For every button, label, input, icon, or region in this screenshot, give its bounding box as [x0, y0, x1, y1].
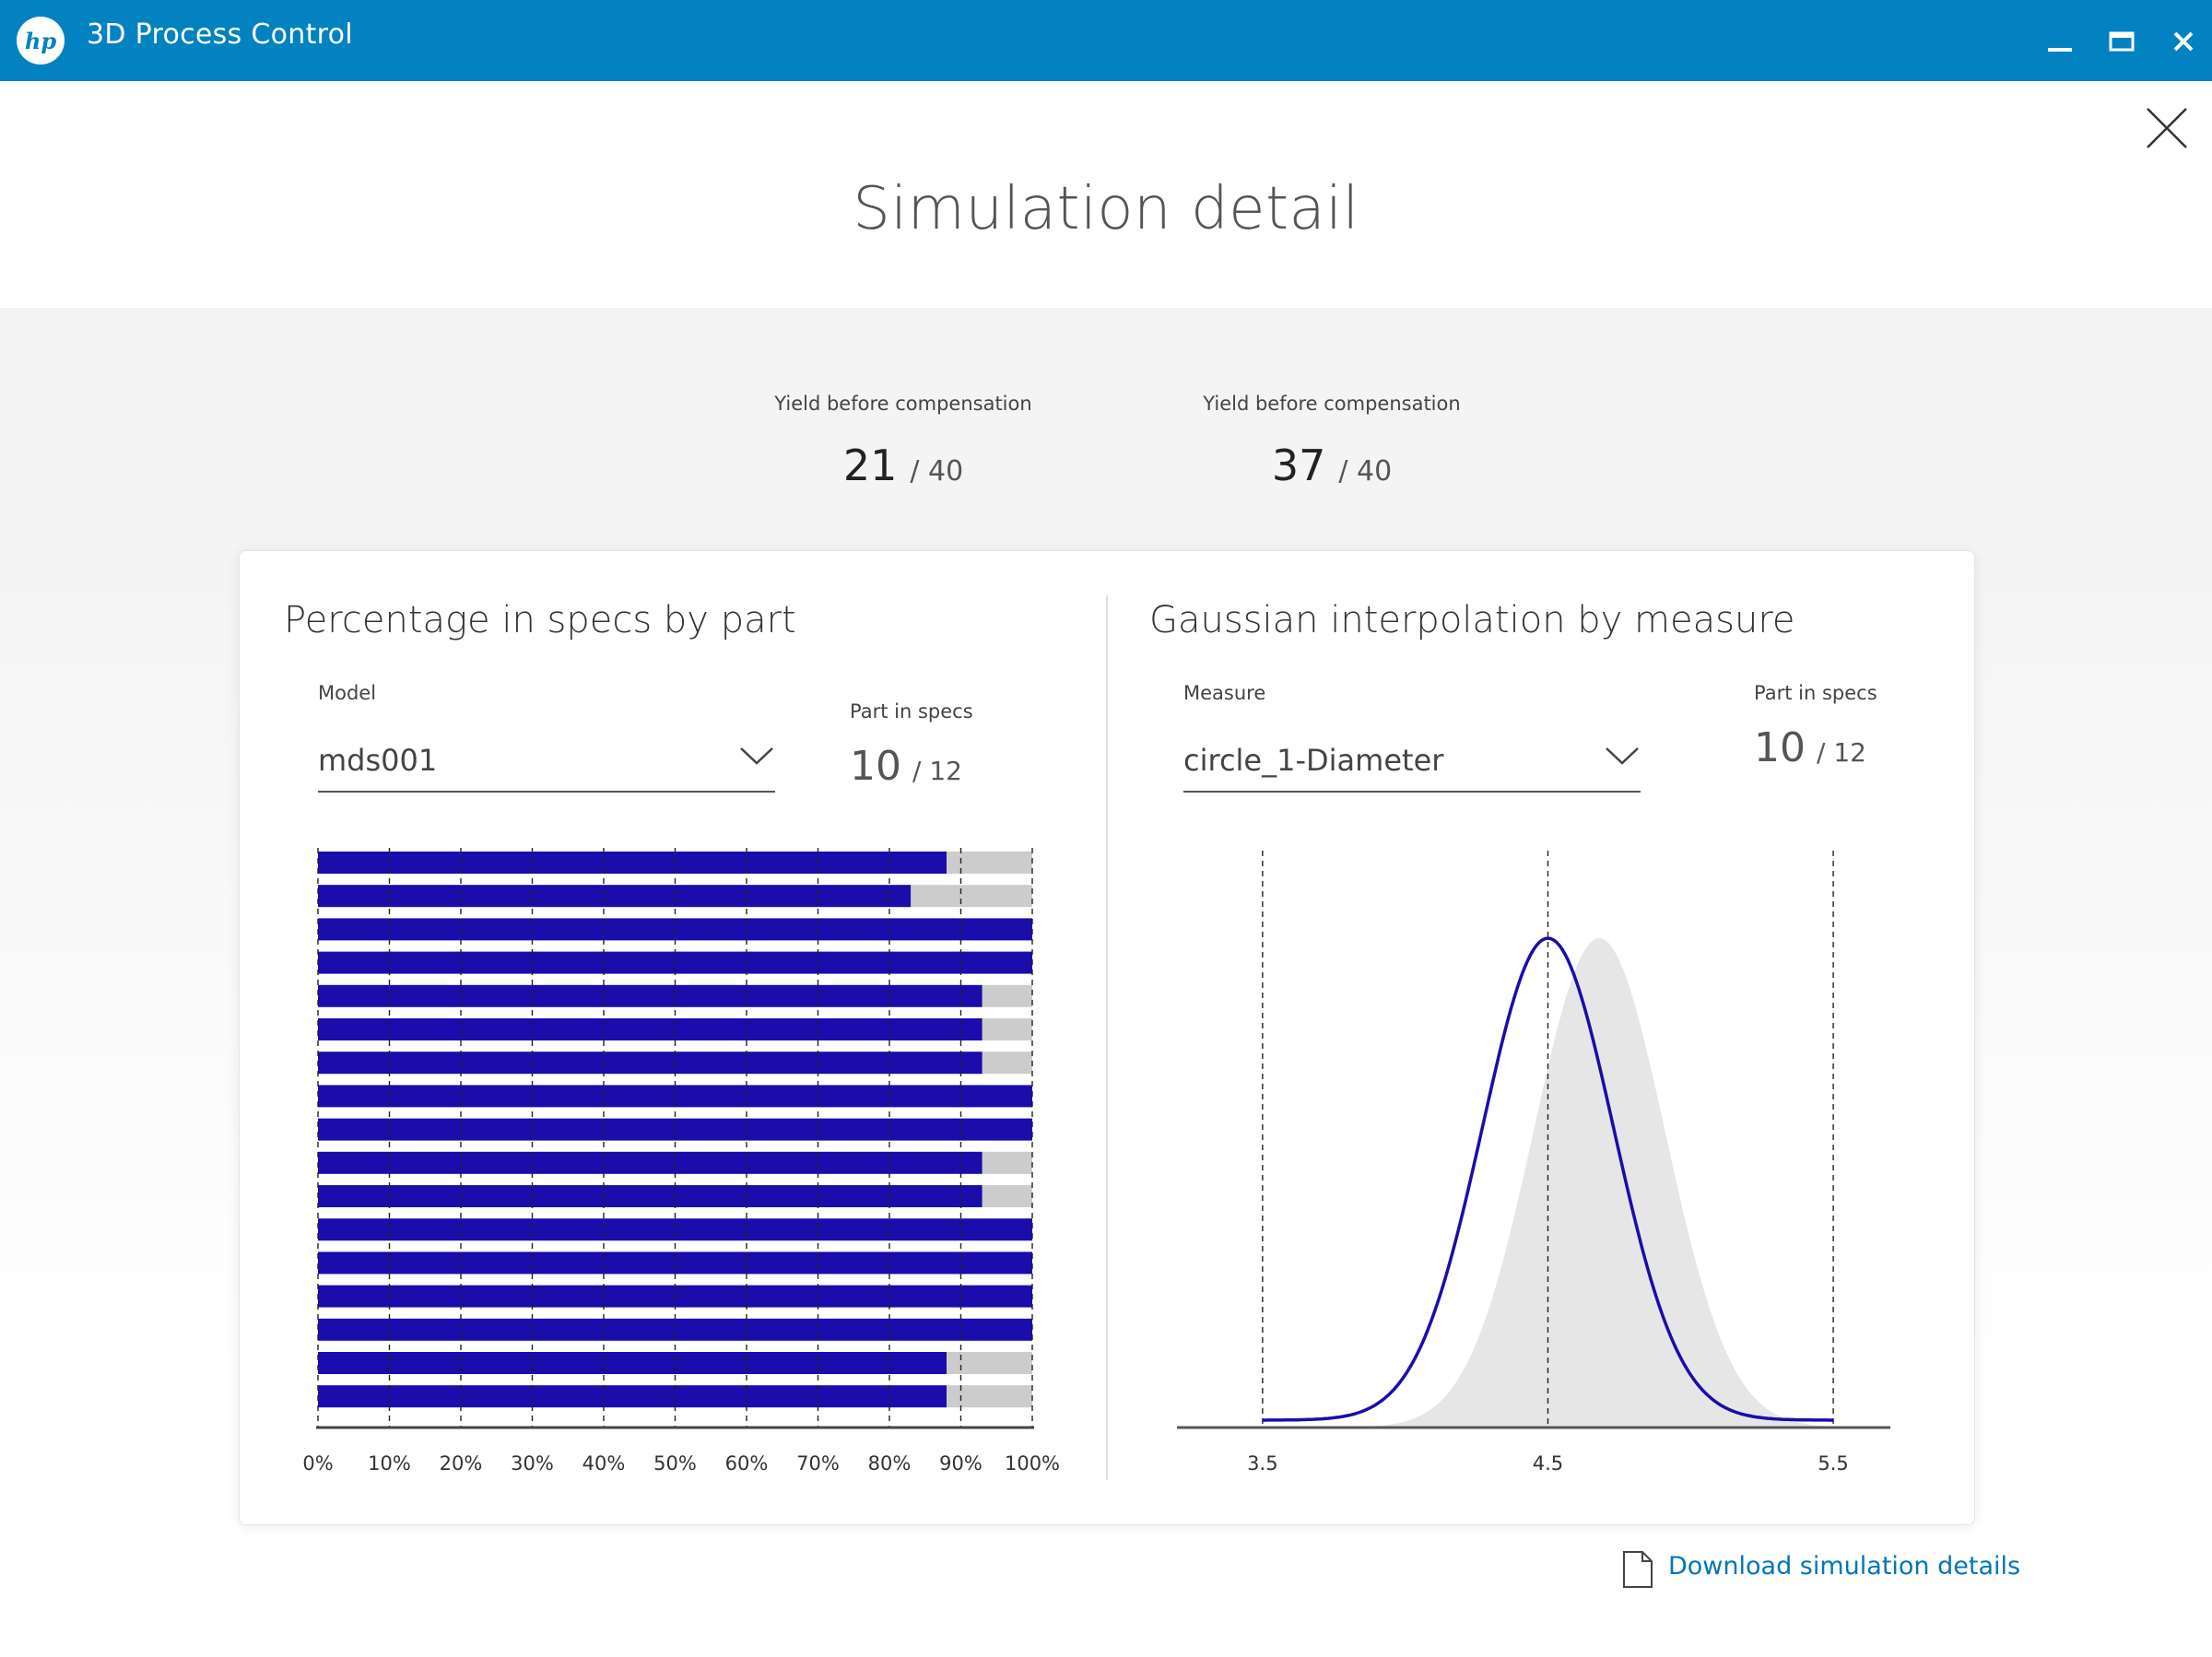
measure-select-value: circle_1-Diameter: [1183, 743, 1444, 778]
x-tick-label: 4.5: [1533, 1452, 1563, 1475]
divider: [1106, 595, 1108, 1480]
document-icon: [1623, 1551, 1653, 1588]
left-panel-title: Percentage in specs by part: [284, 599, 796, 641]
x-tick-label: 5.5: [1818, 1452, 1848, 1475]
header: Simulation detail: [0, 81, 2212, 308]
bar-in-spec: [318, 1018, 982, 1040]
yield-denominator: / 40: [910, 455, 964, 488]
yield-value: 21: [842, 441, 898, 490]
part-in-specs-label: Part in specs: [850, 700, 973, 723]
bar-out-of-spec: [982, 1151, 1032, 1174]
part-in-specs-value: 10: [850, 743, 901, 790]
yield-value: 37: [1271, 441, 1326, 490]
bar-out-of-spec: [982, 1052, 1032, 1075]
x-tick-label: 10%: [368, 1452, 411, 1475]
bar-out-of-spec: [947, 1385, 1032, 1408]
bar-out-of-spec: [982, 1018, 1032, 1040]
x-tick-label: 30%: [511, 1452, 554, 1475]
gaussian-interpolation-chart: 3.5 4.5 5.5: [1177, 851, 1890, 1475]
close-icon[interactable]: [2166, 20, 2203, 61]
bar-in-spec: [318, 1385, 947, 1408]
x-tick-label: 90%: [939, 1452, 982, 1475]
title-bar: hp 3D Process Control: [0, 0, 2212, 81]
bar-in-spec: [318, 885, 912, 908]
bar-out-of-spec: [982, 1185, 1032, 1207]
yield-label: Yield before compensation: [1203, 393, 1461, 415]
download-label: Download simulation details: [1668, 1552, 2021, 1581]
app-title: 3D Process Control: [87, 18, 353, 51]
gaussian-filled-area: [1177, 938, 1890, 1428]
yield-before-2: Yield before compensation 37 / 40: [1175, 393, 1488, 490]
model-label: Model: [318, 682, 377, 704]
x-tick-label: 50%: [653, 1452, 697, 1475]
bar-in-spec: [318, 1052, 982, 1075]
bar-out-of-spec: [911, 885, 1032, 908]
maximize-icon[interactable]: [2103, 20, 2140, 61]
x-tick-label: 0%: [302, 1452, 333, 1475]
close-dialog-icon[interactable]: [2144, 105, 2190, 151]
chevron-down-icon: [1606, 747, 1639, 765]
bar-in-spec: [318, 852, 947, 874]
percentage-in-specs-chart: 0% 10% 20% 30% 40% 50% 60% 70% 80% 90% 100%: [302, 848, 1060, 1475]
yield-before-1: Yield before compensation 21 / 40: [747, 393, 1060, 490]
part-in-specs-label: Part in specs: [1754, 682, 1877, 704]
model-select[interactable]: mds001: [318, 732, 775, 793]
hp-logo-icon: hp: [17, 17, 65, 65]
bar-in-spec: [318, 1352, 947, 1374]
x-tick-label: 40%: [582, 1452, 626, 1475]
measure-label: Measure: [1183, 682, 1266, 704]
right-panel-title: Gaussian interpolation by measure: [1149, 599, 1795, 641]
bar-out-of-spec: [947, 1352, 1032, 1374]
yield-label: Yield before compensation: [774, 393, 1032, 415]
part-in-specs-value: 10: [1754, 724, 1806, 771]
chevron-down-icon: [740, 747, 773, 765]
x-tick-label: 3.5: [1247, 1452, 1277, 1475]
x-tick-label: 70%: [796, 1452, 840, 1475]
x-tick-label: 20%: [440, 1452, 483, 1475]
yield-denominator: / 40: [1338, 455, 1393, 488]
bar-in-spec: [318, 984, 982, 1007]
model-select-value: mds001: [318, 743, 438, 778]
logo-text: hp: [25, 28, 56, 54]
charts-card: Percentage in specs by part Model mds001…: [239, 550, 1975, 1525]
minimize-icon[interactable]: [2042, 20, 2079, 61]
x-tick-label: 60%: [725, 1452, 769, 1475]
bar-out-of-spec: [947, 852, 1032, 874]
part-in-specs-denominator: / 12: [912, 756, 962, 786]
measure-select[interactable]: circle_1-Diameter: [1183, 732, 1641, 793]
page-title: Simulation detail: [853, 175, 1359, 243]
part-in-specs-denominator: / 12: [1817, 737, 1866, 768]
bar-in-spec: [318, 1151, 982, 1174]
bar-out-of-spec: [982, 984, 1032, 1007]
x-tick-label: 80%: [868, 1452, 912, 1475]
x-tick-label: 100%: [1005, 1452, 1060, 1475]
bar-in-spec: [318, 1185, 982, 1207]
gaussian-line: [1262, 936, 1834, 1422]
